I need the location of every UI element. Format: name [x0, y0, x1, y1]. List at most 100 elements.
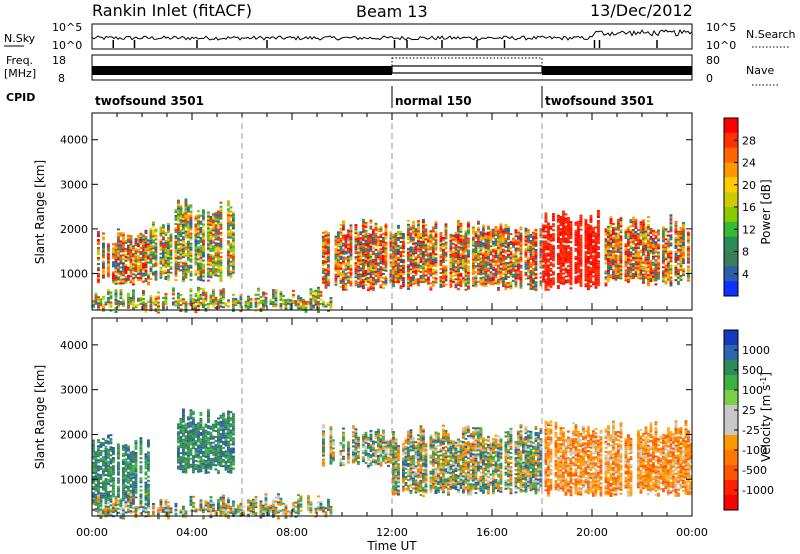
range-cell — [149, 297, 153, 300]
range-cell — [614, 242, 618, 245]
range-cell — [212, 271, 215, 274]
range-cell — [112, 255, 115, 258]
range-cell — [324, 278, 328, 281]
range-cell — [384, 245, 388, 248]
range-cell — [177, 233, 180, 236]
range-cell — [479, 281, 483, 284]
range-cell — [142, 274, 145, 277]
range-cell — [412, 224, 415, 227]
range-cell — [149, 241, 153, 244]
range-cell — [477, 258, 480, 261]
range-cell — [422, 237, 425, 239]
range-cell — [502, 242, 505, 245]
range-cell — [127, 278, 130, 281]
range-cell — [197, 220, 200, 223]
range-cell — [202, 209, 205, 212]
range-cell — [494, 230, 498, 233]
range-cell — [369, 225, 373, 228]
range-cell — [217, 305, 220, 308]
range-cell — [149, 299, 153, 302]
range-cell — [472, 252, 475, 255]
range-cell — [422, 229, 425, 231]
range-cell — [184, 232, 188, 235]
range-cell — [209, 234, 213, 237]
range-cell — [159, 270, 163, 273]
range-cell — [122, 272, 125, 275]
range-cell — [412, 226, 415, 229]
range-cell — [434, 265, 438, 268]
range-cell — [419, 248, 423, 251]
range-cell — [649, 278, 653, 280]
range-cell — [227, 256, 230, 259]
range-cell — [459, 256, 463, 259]
range-cell — [564, 225, 568, 228]
range-cell — [632, 263, 635, 265]
range-cell — [449, 271, 453, 274]
range-cell — [102, 232, 105, 235]
range-cell — [167, 249, 170, 252]
range-cell — [669, 282, 673, 285]
range-cell — [674, 251, 678, 253]
range-cell — [402, 239, 405, 241]
range-cell — [362, 269, 365, 271]
range-cell — [169, 253, 173, 256]
range-cell — [427, 238, 430, 241]
range-cell — [444, 245, 448, 248]
range-cell — [472, 238, 475, 241]
range-cell — [389, 247, 393, 250]
range-cell — [134, 252, 138, 255]
range-cell — [567, 241, 570, 244]
range-cell — [637, 239, 640, 242]
range-cell — [169, 243, 173, 246]
range-cell — [122, 234, 125, 237]
range-cell — [314, 299, 318, 302]
range-cell — [349, 252, 353, 255]
range-cell — [517, 247, 520, 250]
range-cell — [174, 257, 178, 259]
range-cell — [652, 243, 655, 246]
range-cell — [182, 220, 185, 222]
range-cell — [419, 266, 423, 269]
range-cell — [619, 225, 623, 228]
range-cell — [339, 247, 343, 250]
range-cell — [187, 218, 190, 221]
range-cell — [177, 231, 180, 234]
range-cell — [577, 280, 580, 283]
range-cell — [489, 275, 493, 278]
range-cell — [207, 217, 210, 220]
range-cell — [472, 230, 475, 233]
range-cell — [229, 244, 233, 247]
range-cell — [662, 250, 665, 253]
range-cell — [612, 237, 615, 240]
range-cell — [149, 253, 153, 256]
range-cell — [167, 241, 170, 243]
range-cell — [179, 257, 183, 260]
range-cell — [377, 276, 380, 279]
range-cell — [162, 254, 165, 257]
range-cell — [234, 302, 238, 305]
range-cell — [547, 230, 550, 233]
range-cell — [642, 267, 645, 270]
range-cell — [634, 219, 638, 221]
range-cell — [359, 237, 363, 240]
range-cell — [594, 236, 598, 239]
range-cell — [349, 240, 353, 243]
range-cell — [167, 223, 170, 225]
range-cell — [354, 236, 358, 239]
range-cell — [422, 281, 425, 284]
range-cell — [149, 247, 153, 250]
range-cell — [199, 303, 203, 306]
range-cell — [644, 270, 648, 273]
range-cell — [507, 272, 510, 275]
range-cell — [194, 263, 198, 266]
range-cell — [137, 251, 140, 253]
range-cell — [209, 222, 213, 224]
range-cell — [492, 232, 495, 235]
range-cell — [664, 238, 668, 241]
range-cell — [259, 296, 263, 298]
range-cell — [189, 214, 193, 217]
range-cell — [587, 270, 590, 273]
range-cell — [239, 300, 243, 303]
range-cell — [654, 235, 658, 238]
range-cell — [349, 276, 353, 279]
